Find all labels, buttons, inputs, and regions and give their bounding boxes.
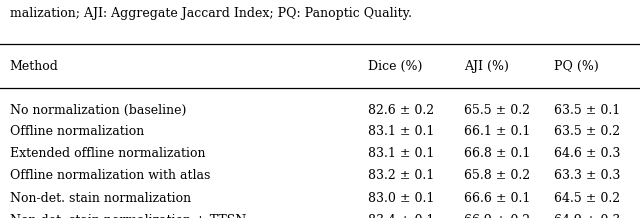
Text: Offline normalization: Offline normalization (10, 125, 144, 138)
Text: 83.1 ± 0.1: 83.1 ± 0.1 (368, 147, 435, 160)
Text: 63.5 ± 0.1: 63.5 ± 0.1 (554, 104, 620, 117)
Text: 83.2 ± 0.1: 83.2 ± 0.1 (368, 169, 435, 182)
Text: 83.4 ± 0.1: 83.4 ± 0.1 (368, 214, 435, 218)
Text: AJI (%): AJI (%) (464, 60, 509, 73)
Text: 65.8 ± 0.2: 65.8 ± 0.2 (464, 169, 530, 182)
Text: Non-det. stain normalization + TTSN: Non-det. stain normalization + TTSN (10, 214, 246, 218)
Text: 64.9 ± 0.3: 64.9 ± 0.3 (554, 214, 620, 218)
Text: 66.8 ± 0.1: 66.8 ± 0.1 (464, 147, 531, 160)
Text: 66.9 ± 0.2: 66.9 ± 0.2 (464, 214, 530, 218)
Text: Offline normalization with atlas: Offline normalization with atlas (10, 169, 210, 182)
Text: 83.0 ± 0.1: 83.0 ± 0.1 (368, 192, 435, 205)
Text: PQ (%): PQ (%) (554, 60, 598, 73)
Text: malization; AJI: Aggregate Jaccard Index; PQ: Panoptic Quality.: malization; AJI: Aggregate Jaccard Index… (10, 7, 412, 20)
Text: No normalization (baseline): No normalization (baseline) (10, 104, 186, 117)
Text: 83.1 ± 0.1: 83.1 ± 0.1 (368, 125, 435, 138)
Text: 64.5 ± 0.2: 64.5 ± 0.2 (554, 192, 620, 205)
Text: 66.6 ± 0.1: 66.6 ± 0.1 (464, 192, 531, 205)
Text: 63.3 ± 0.3: 63.3 ± 0.3 (554, 169, 620, 182)
Text: Method: Method (10, 60, 58, 73)
Text: Non-det. stain normalization: Non-det. stain normalization (10, 192, 191, 205)
Text: 82.6 ± 0.2: 82.6 ± 0.2 (368, 104, 434, 117)
Text: 65.5 ± 0.2: 65.5 ± 0.2 (464, 104, 530, 117)
Text: Dice (%): Dice (%) (368, 60, 422, 73)
Text: 63.5 ± 0.2: 63.5 ± 0.2 (554, 125, 620, 138)
Text: 66.1 ± 0.1: 66.1 ± 0.1 (464, 125, 531, 138)
Text: 64.6 ± 0.3: 64.6 ± 0.3 (554, 147, 620, 160)
Text: Extended offline normalization: Extended offline normalization (10, 147, 205, 160)
